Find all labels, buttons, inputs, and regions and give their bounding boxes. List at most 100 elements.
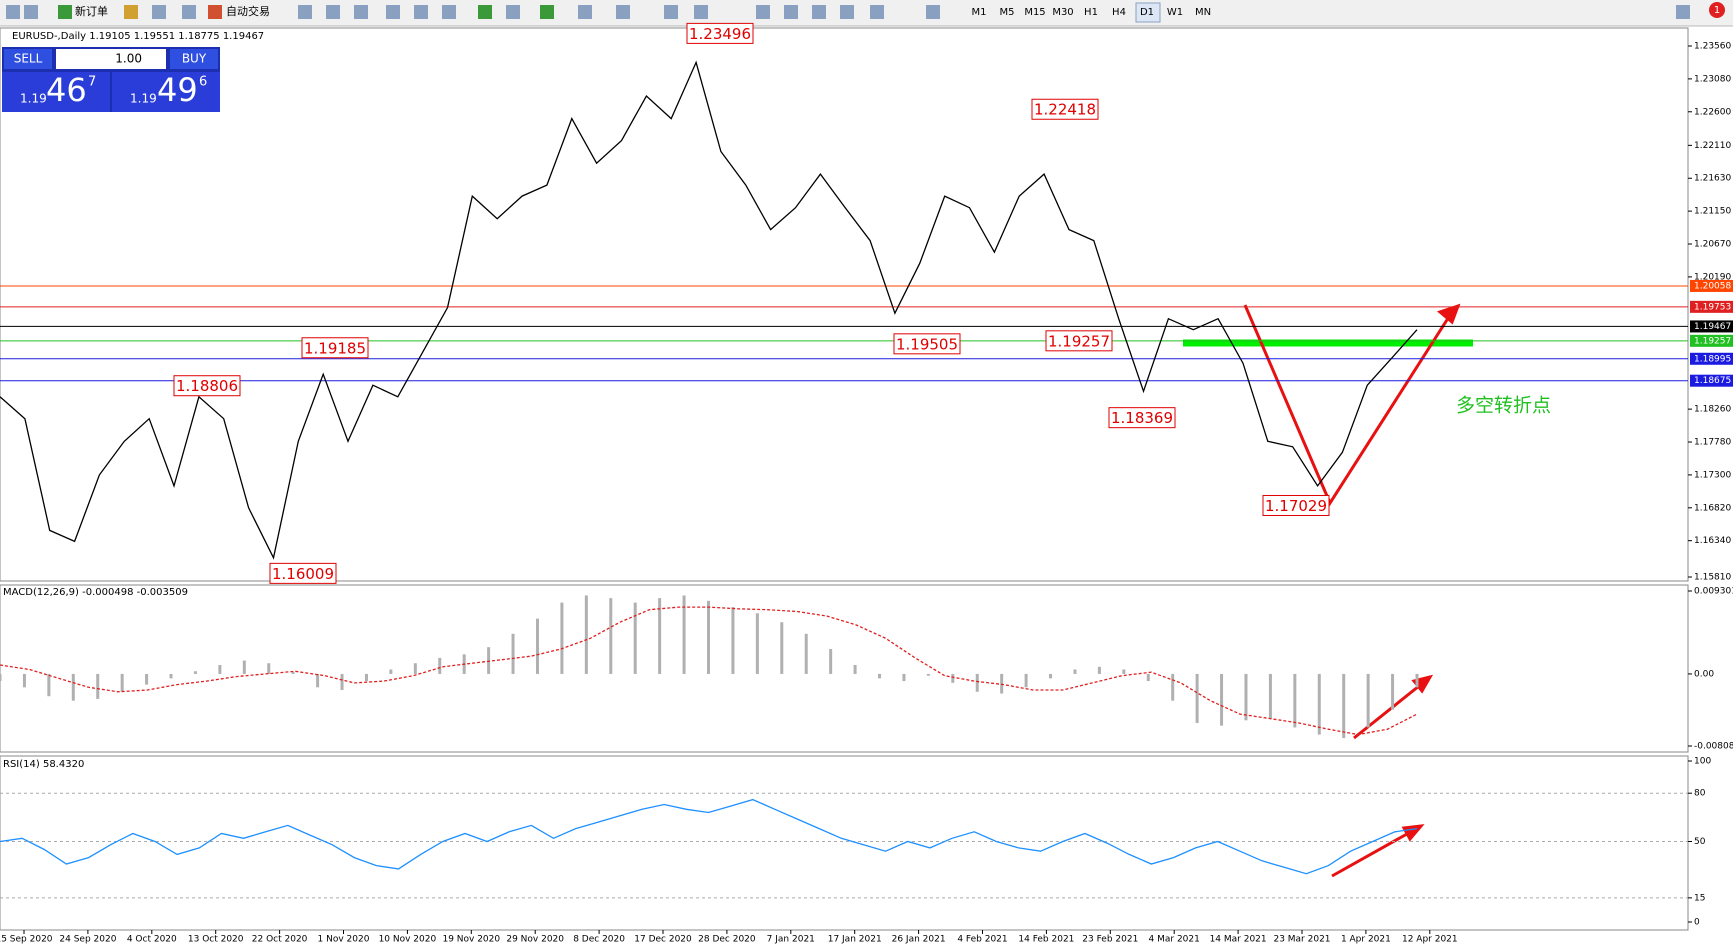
- icon[interactable]: [354, 5, 368, 19]
- y-tick-label: 1.20670: [1694, 240, 1731, 250]
- annotation-box: [1108, 407, 1176, 429]
- annotation-text: 多空转折点: [1456, 395, 1551, 417]
- x-tick-label: 8 Dec 2020: [573, 935, 625, 945]
- histogram-bar: [1391, 673, 1395, 710]
- y-tick-label: 1.23080: [1694, 74, 1731, 84]
- icon[interactable]: [840, 5, 854, 19]
- y-tick-label: 0.009301: [1694, 587, 1733, 597]
- icon[interactable]: [6, 5, 20, 19]
- icon[interactable]: [664, 5, 678, 19]
- icon[interactable]: [442, 5, 456, 19]
- notification-badge[interactable]: [1709, 2, 1725, 18]
- buy-button[interactable]: [170, 49, 218, 69]
- icon[interactable]: [578, 5, 592, 19]
- histogram-bar: [511, 633, 515, 674]
- annotation-box: [893, 333, 961, 355]
- auto-trading[interactable]: 自动交易: [226, 4, 270, 18]
- icon[interactable]: [326, 5, 340, 19]
- x-tick-label: 23 Mar 2021: [1273, 935, 1330, 945]
- icon[interactable]: [298, 5, 312, 19]
- sell-button[interactable]: [4, 49, 52, 69]
- y-tick-label: -0.008082: [1694, 742, 1733, 752]
- y-tick-label: 100: [1694, 757, 1711, 767]
- x-tick-label: 17 Jan 2021: [828, 935, 882, 945]
- icon[interactable]: [414, 5, 428, 19]
- annotation: 1.19185: [304, 339, 366, 357]
- histogram-bar: [755, 613, 759, 674]
- icon[interactable]: [152, 5, 166, 19]
- icon[interactable]: [478, 5, 492, 19]
- histogram-bar: [47, 673, 51, 697]
- timeframe[interactable]: W1: [1167, 7, 1183, 18]
- icon[interactable]: [208, 5, 222, 19]
- x-tick-label: 23 Feb 2021: [1082, 935, 1138, 945]
- new-order[interactable]: 新订单: [75, 4, 108, 18]
- annotation: 1.22418: [1034, 101, 1096, 119]
- y-tick-label: 1.23560: [1694, 42, 1731, 52]
- icon[interactable]: [870, 5, 884, 19]
- histogram-bar: [316, 673, 320, 688]
- x-tick-label: 19 Nov 2020: [442, 935, 500, 945]
- volume-field[interactable]: [56, 49, 166, 69]
- histogram-bar: [389, 669, 393, 674]
- histogram-bar: [780, 622, 784, 674]
- icon[interactable]: [784, 5, 798, 19]
- sell-box[interactable]: [2, 72, 110, 112]
- icon[interactable]: [24, 5, 38, 19]
- price-arrow: [1243, 304, 1454, 507]
- x-tick-label: 4 Oct 2020: [127, 935, 177, 945]
- search-icon[interactable]: [1676, 5, 1690, 19]
- y-tick-label: 15: [1694, 893, 1705, 903]
- histogram-bar: [1024, 673, 1028, 688]
- icon[interactable]: [756, 5, 770, 19]
- histogram-bar: [1073, 669, 1077, 674]
- timeframe[interactable]: H4: [1112, 7, 1126, 18]
- histogram-bar: [438, 657, 442, 674]
- sell-label[interactable]: SELL: [14, 52, 43, 66]
- icon[interactable]: [694, 5, 708, 19]
- annotation: 1.16009: [272, 565, 334, 583]
- histogram-bar: [1220, 673, 1224, 726]
- histogram-bar: [413, 663, 417, 674]
- x-tick-label: 29 Nov 2020: [506, 935, 564, 945]
- y-tick-label: 0.00: [1694, 669, 1714, 679]
- y-tick-label: 80: [1694, 789, 1706, 799]
- histogram-bar: [1195, 673, 1199, 723]
- chart-title: EURUSD-,Daily 1.19105 1.19551 1.18775 1.…: [12, 31, 264, 42]
- timeframe[interactable]: M1: [972, 7, 987, 18]
- icon[interactable]: [540, 5, 554, 19]
- icon[interactable]: [58, 5, 72, 19]
- macd-title: MACD(12,26,9) -0.000498 -0.003509: [3, 587, 188, 598]
- histogram-bar: [1342, 673, 1346, 739]
- buy-label[interactable]: BUY: [182, 52, 207, 66]
- y-tick-label: 1.16820: [1694, 503, 1731, 513]
- histogram-bar: [22, 673, 26, 688]
- annotation-box: [269, 562, 337, 584]
- timeframe[interactable]: M30: [1052, 7, 1073, 18]
- icon[interactable]: [926, 5, 940, 19]
- icon[interactable]: [812, 5, 826, 19]
- timeframe[interactable]: M15: [1024, 7, 1045, 18]
- annotation-box: [1031, 98, 1099, 120]
- histogram-bar: [682, 595, 686, 674]
- icon[interactable]: [506, 5, 520, 19]
- histogram-bar: [926, 673, 930, 676]
- icon[interactable]: [386, 5, 400, 19]
- histogram-bar: [633, 602, 637, 674]
- buy-box[interactable]: [112, 72, 220, 112]
- timeframe[interactable]: H1: [1084, 7, 1098, 18]
- timeframe[interactable]: MN: [1195, 7, 1211, 18]
- icon[interactable]: [616, 5, 630, 19]
- histogram-bar: [731, 607, 735, 674]
- trade-panel: SELL BUY 1.00 1.19 46 7 1.19 49 6: [2, 47, 220, 112]
- volume[interactable]: 1.00: [115, 52, 142, 66]
- price-tag-label: 1.19753: [1694, 302, 1731, 312]
- timeframe[interactable]: M5: [1000, 7, 1015, 18]
- icon[interactable]: [182, 5, 196, 19]
- timeframe[interactable]: D1: [1140, 7, 1154, 18]
- price-tag: [1690, 352, 1733, 365]
- histogram-bar: [291, 672, 295, 674]
- toolbar-icons: [6, 5, 1690, 19]
- icon[interactable]: [124, 5, 138, 19]
